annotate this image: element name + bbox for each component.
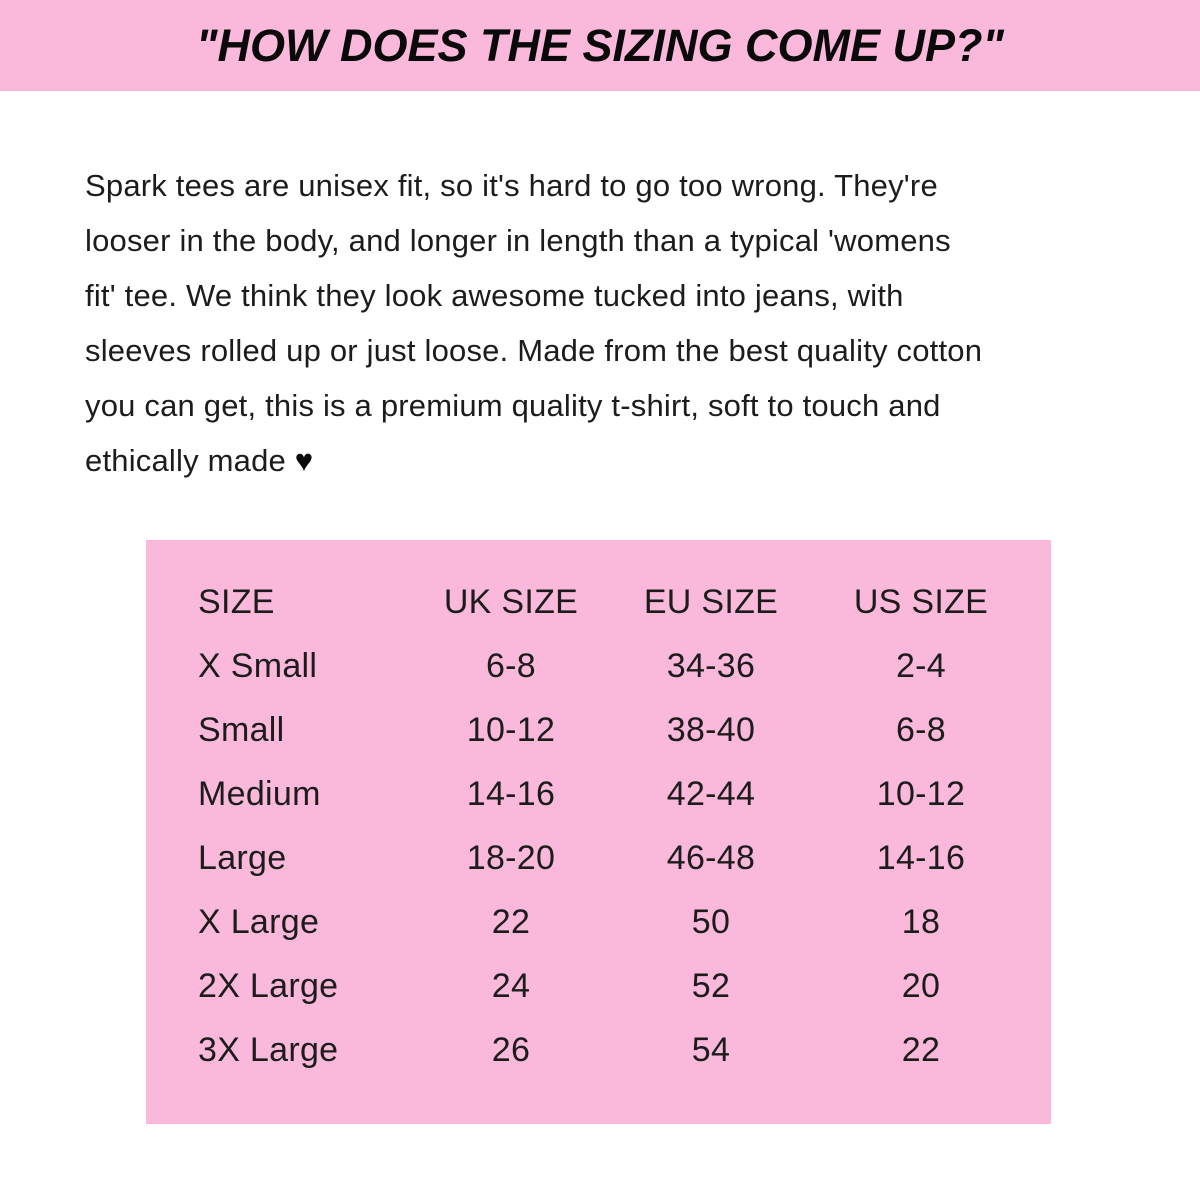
size-chart-header-size: SIZE bbox=[198, 582, 275, 621]
size-chart-card: SIZE UK SIZE EU SIZE US SIZE X Small 6-8… bbox=[146, 540, 1051, 1124]
uk-size-value: 26 bbox=[491, 1030, 531, 1069]
size-label: X Large bbox=[198, 902, 320, 941]
size-chart-header-uk: UK SIZE bbox=[443, 582, 579, 621]
intro-line-text: ethically made bbox=[85, 443, 286, 478]
uk-size-value: 22 bbox=[491, 902, 531, 941]
page-title: "HOW DOES THE SIZING COME UP?" bbox=[196, 19, 1004, 71]
eu-size-value: 46-48 bbox=[666, 838, 756, 877]
heart-icon: ♥ bbox=[294, 443, 314, 478]
uk-size-value: 24 bbox=[491, 966, 531, 1005]
us-size-value: 2-4 bbox=[895, 646, 947, 685]
size-chart-header-eu: EU SIZE bbox=[643, 582, 779, 621]
size-label: 3X Large bbox=[198, 1030, 339, 1069]
uk-size-value: 10-12 bbox=[466, 710, 556, 749]
eu-size-value: 50 bbox=[691, 902, 731, 941]
intro-line-last: ethically made ♥ bbox=[85, 433, 1145, 488]
uk-size-value: 6-8 bbox=[485, 646, 537, 685]
intro-line: looser in the body, and longer in length… bbox=[85, 223, 951, 258]
intro-line: you can get, this is a premium quality t… bbox=[85, 388, 941, 423]
intro-line: sleeves rolled up or just loose. Made fr… bbox=[85, 333, 983, 368]
size-label: Medium bbox=[198, 774, 321, 813]
eu-size-value: 34-36 bbox=[666, 646, 756, 685]
eu-size-value: 38-40 bbox=[666, 710, 756, 749]
us-size-value: 22 bbox=[901, 1030, 941, 1069]
size-label: 2X Large bbox=[198, 966, 339, 1005]
size-label: X Small bbox=[198, 646, 318, 685]
size-chart-table: SIZE UK SIZE EU SIZE US SIZE X Small 6-8… bbox=[146, 540, 1051, 1082]
us-size-value: 14-16 bbox=[876, 838, 966, 877]
intro-paragraph: Spark tees are unisex fit, so it's hard … bbox=[85, 158, 1145, 488]
intro-line: fit' tee. We think they look awesome tuc… bbox=[85, 278, 904, 313]
us-size-value: 6-8 bbox=[895, 710, 947, 749]
intro-line: Spark tees are unisex fit, so it's hard … bbox=[85, 168, 938, 203]
us-size-value: 18 bbox=[901, 902, 941, 941]
eu-size-value: 54 bbox=[691, 1030, 731, 1069]
eu-size-value: 52 bbox=[691, 966, 731, 1005]
us-size-value: 10-12 bbox=[876, 774, 966, 813]
header-band: "HOW DOES THE SIZING COME UP?" bbox=[0, 0, 1200, 91]
size-chart-header-us: US SIZE bbox=[853, 582, 989, 621]
us-size-value: 20 bbox=[901, 966, 941, 1005]
uk-size-value: 14-16 bbox=[466, 774, 556, 813]
eu-size-value: 42-44 bbox=[666, 774, 756, 813]
size-label: Small bbox=[198, 710, 285, 749]
uk-size-value: 18-20 bbox=[466, 838, 556, 877]
size-label: Large bbox=[198, 838, 287, 877]
